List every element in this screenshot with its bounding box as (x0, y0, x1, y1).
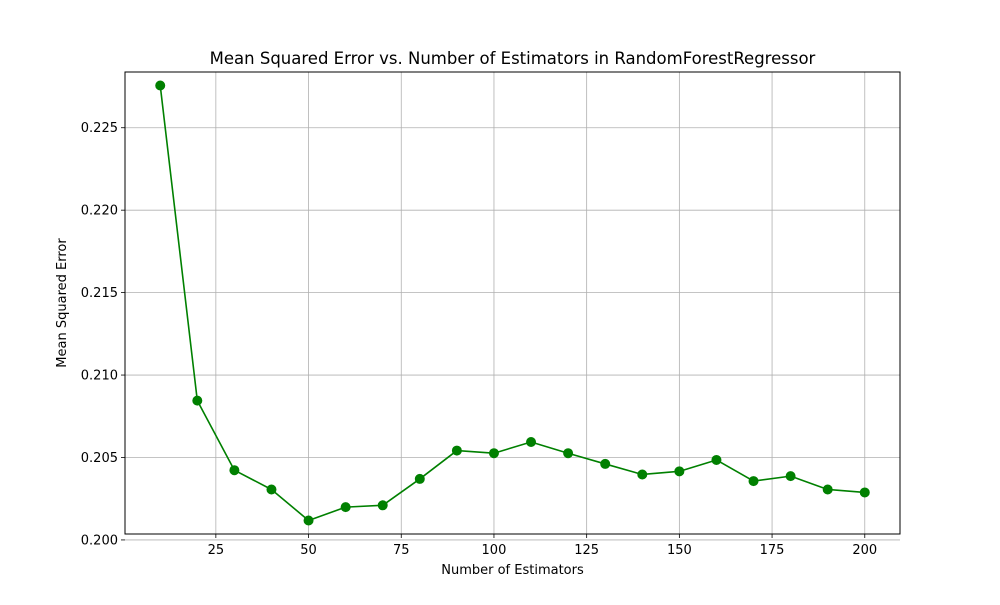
y-tick-label: 0.210 (81, 369, 118, 384)
x-axis-ticks: 25 50 75 100 125 150 175 200 (208, 534, 877, 558)
series-line (159, 85, 865, 522)
y-tick-label: 0.215 (81, 286, 118, 301)
y-axis-label: Mean Squared Error (55, 238, 70, 368)
data-point (859, 487, 870, 498)
y-axis-ticks: 0.200 0.205 0.210 0.215 0.220 0.225 (81, 121, 125, 548)
data-point (155, 80, 166, 91)
data-point (192, 395, 203, 406)
data-point (488, 448, 499, 459)
data-point (377, 500, 388, 511)
x-tick-label: 50 (300, 543, 317, 558)
x-tick-label: 75 (393, 543, 410, 558)
data-point (526, 436, 537, 447)
data-point (414, 473, 425, 484)
data-point (229, 465, 240, 476)
series-layer (155, 80, 870, 526)
grid (125, 72, 900, 541)
x-tick-label: 175 (760, 543, 785, 558)
data-point (266, 484, 277, 495)
data-point (674, 466, 685, 477)
data-point (340, 502, 351, 513)
x-tick-label: 100 (482, 543, 507, 558)
data-point (785, 471, 796, 482)
data-point (451, 445, 462, 456)
data-point (600, 458, 611, 469)
x-tick-label: 125 (574, 543, 599, 558)
y-tick-label: 0.205 (81, 451, 118, 466)
data-point (748, 476, 759, 487)
chart-title: Mean Squared Error vs. Number of Estimat… (210, 49, 816, 68)
data-point (822, 484, 833, 495)
data-point (711, 454, 722, 465)
x-axis-label: Number of Estimators (441, 563, 584, 578)
plot-frame (124, 71, 901, 535)
x-tick-label: 150 (667, 543, 692, 558)
data-point (563, 448, 574, 459)
y-tick-label: 0.200 (81, 533, 118, 548)
x-tick-label: 200 (852, 543, 877, 558)
data-point (637, 469, 648, 480)
y-tick-label: 0.220 (81, 204, 118, 219)
data-point (303, 515, 314, 526)
x-tick-label: 25 (208, 543, 225, 558)
y-tick-label: 0.225 (81, 121, 118, 136)
